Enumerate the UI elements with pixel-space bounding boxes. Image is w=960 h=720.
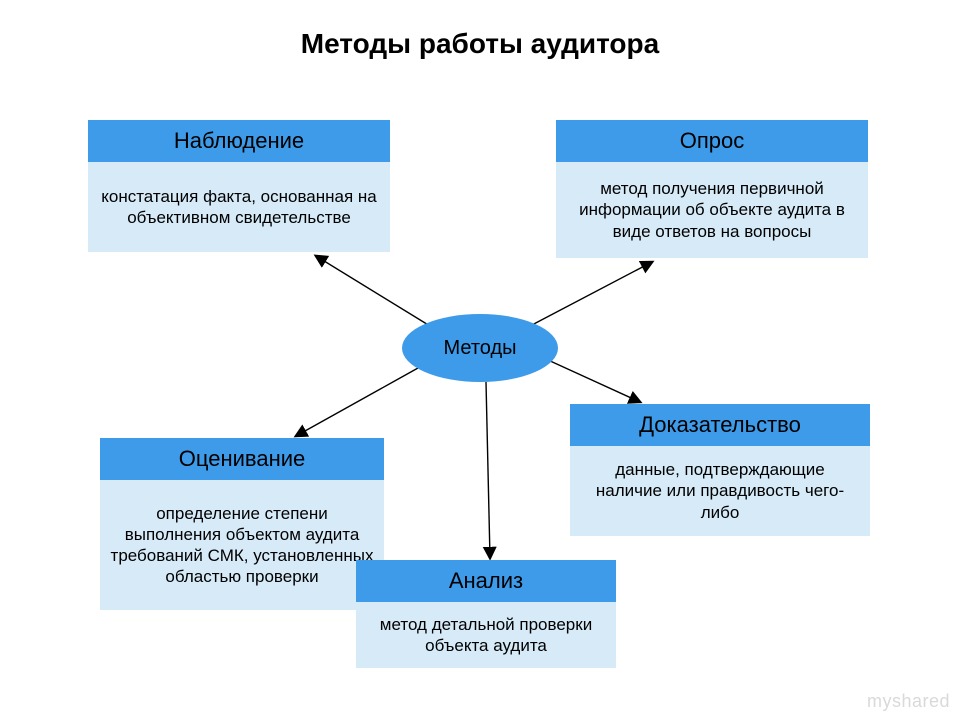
box-survey: Опросметод получения первичной информаци… [556, 120, 868, 258]
page-title: Методы работы аудитора [0, 28, 960, 60]
arrow [530, 262, 652, 326]
arrow [296, 368, 418, 436]
center-node: Методы [402, 314, 558, 382]
watermark: myshared [867, 691, 950, 712]
box-observation-title: Наблюдение [88, 120, 390, 162]
box-proof-title: Доказательство [570, 404, 870, 446]
box-evaluation-title: Оценивание [100, 438, 384, 480]
arrow [486, 382, 490, 558]
box-survey-body: метод получения первичной информации об … [556, 162, 868, 258]
box-analysis: Анализметод детальной проверки объекта а… [356, 560, 616, 668]
box-observation: Наблюдениеконстатация факта, основанная … [88, 120, 390, 252]
box-analysis-body: метод детальной проверки объекта аудита [356, 602, 616, 668]
arrow [548, 360, 640, 402]
center-node-label: Методы [443, 337, 516, 360]
box-analysis-title: Анализ [356, 560, 616, 602]
box-survey-title: Опрос [556, 120, 868, 162]
box-evaluation: Оцениваниеопределение степени выполнения… [100, 438, 384, 610]
box-proof-body: данные, подтверждающие наличие или правд… [570, 446, 870, 536]
box-proof: Доказательстводанные, подтверждающие нал… [570, 404, 870, 536]
arrow [316, 256, 430, 326]
diagram-canvas: { "type": "infographic", "background_col… [0, 0, 960, 720]
box-observation-body: констатация факта, основанная на объекти… [88, 162, 390, 252]
box-evaluation-body: определение степени выполнения объектом … [100, 480, 384, 610]
